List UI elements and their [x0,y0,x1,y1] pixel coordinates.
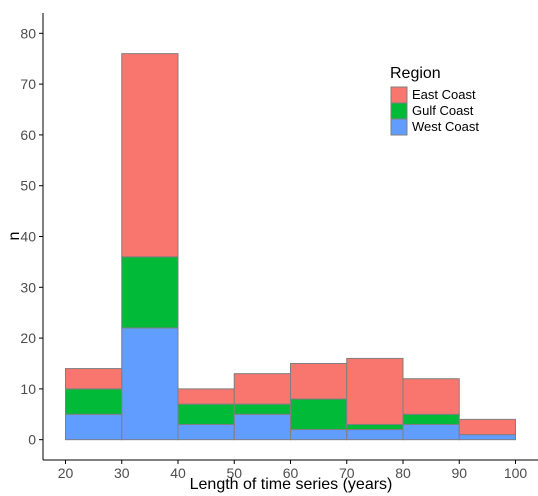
bar-west-coast-50-60 [233,413,291,441]
legend-key-west-coast [390,118,408,136]
y-ticks: 0 10 20 30 40 50 60 70 80 [20,25,43,448]
bar-east-coast-60-70 [290,362,348,400]
bar-west-coast-20-30 [65,413,123,441]
bar-east-coast-70-80 [346,357,404,425]
x-tick-label: 40 [170,465,186,481]
bar-gulf-coast-80-90 [402,413,460,425]
y-tick-label: 20 [20,330,36,346]
bar-east-coast-30-40 [121,53,179,258]
bar-west-coast-30-40 [121,327,179,441]
bar-gulf-coast-20-30 [65,388,123,415]
bar-west-coast-40-50 [177,423,235,441]
x-tick-label: 80 [395,465,411,481]
bar-east-coast-50-60 [233,373,291,405]
y-tick-label: 40 [20,229,36,245]
y-tick-label: 70 [20,76,36,92]
x-ticks: 20 30 40 50 60 70 80 90 100 [58,460,528,481]
bar-east-coast-80-90 [402,378,460,415]
x-tick-label: 60 [283,465,299,481]
x-axis-title: Length of time series (years) [190,476,393,493]
legend-label-east-coast: East Coast [412,87,476,102]
x-tick-label: 20 [58,465,74,481]
x-tick-label: 100 [504,465,528,481]
bar-west-coast-60-70 [290,429,348,441]
bar-west-coast-80-90 [402,423,460,441]
x-tick-label: 90 [451,465,467,481]
legend-title: Region [390,65,441,82]
x-tick-label: 70 [339,465,355,481]
y-tick-label: 80 [20,25,36,41]
bar-east-coast-40-50 [177,388,235,405]
y-tick-label: 30 [20,279,36,295]
bar-west-coast-90-100 [458,434,516,441]
x-tick-label: 50 [226,465,242,481]
y-tick-label: 50 [20,178,36,194]
legend-key-east-coast [390,86,408,104]
bar-west-coast-70-80 [346,429,404,441]
bar-east-coast-90-100 [458,418,516,436]
legend-label-gulf-coast: Gulf Coast [412,103,474,118]
x-tick-label: 30 [114,465,130,481]
bar-gulf-coast-60-70 [290,398,348,431]
y-axis-title: n [6,232,23,241]
legend-key-gulf-coast [390,102,408,120]
bar-gulf-coast-40-50 [177,403,235,425]
bar-gulf-coast-50-60 [233,403,291,415]
bar-gulf-coast-70-80 [346,423,404,431]
y-tick-label: 10 [20,381,36,397]
bar-gulf-coast-30-40 [121,256,179,329]
legend-label-west-coast: West Coast [412,119,479,134]
bars-layer [65,53,516,441]
y-tick-label: 0 [28,432,36,448]
bar-east-coast-20-30 [65,368,123,390]
y-tick-label: 60 [20,127,36,143]
